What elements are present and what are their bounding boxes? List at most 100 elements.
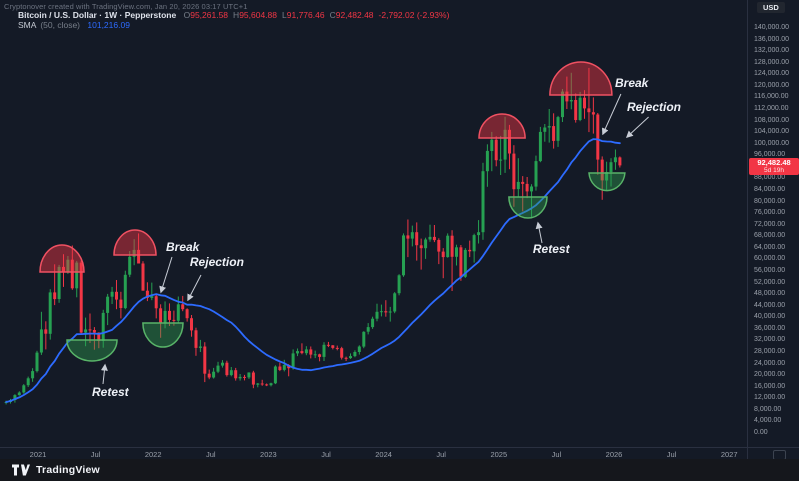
price-axis-label: 104,000.00 [754,128,790,136]
candle [194,327,198,356]
indicator-params: (50, close) [40,20,81,30]
indicator-legend[interactable]: SMA (50, close) 101,216.09 [18,21,449,30]
resistance-dome-annotation[interactable] [478,113,526,139]
candle [366,323,370,335]
candle [424,237,428,259]
annotation-arrow[interactable] [100,363,108,385]
bar-countdown: 5d 19h [764,166,784,174]
resistance-dome-annotation[interactable] [549,61,613,96]
annotation-arrow[interactable] [602,93,622,136]
time-axis-label: Jul [321,450,331,459]
candle [119,291,123,319]
resistance-dome-annotation[interactable] [113,229,157,256]
candle [17,391,21,396]
candle [353,350,357,358]
annotation-arrow[interactable] [187,274,202,302]
candle [384,300,388,317]
symbol-title[interactable]: Bitcoin / U.S. Dollar · 1W · Pepperstone [18,10,177,20]
price-axis-label: 128,000.00 [754,58,790,66]
annotation-arrow[interactable] [535,221,543,244]
candle [472,233,476,263]
price-axis[interactable]: USD 92,482.48 5d 19h 140,000.00 136,000.0… [747,0,799,447]
resistance-dome-annotation[interactable] [39,244,85,273]
price-axis-label: 20,000.00 [754,371,786,379]
candle [300,343,304,355]
price-axis-label: 24,000.00 [754,359,786,367]
price-axis-label: 16,000.00 [754,382,786,390]
annotation-arrow[interactable] [159,256,173,294]
candle [344,356,348,361]
price-axis-label: 28,000.00 [754,348,786,355]
annotation-label-break[interactable]: Break [615,76,650,90]
candle [22,384,26,394]
candle [313,350,317,359]
support-bowl-annotation[interactable] [66,339,118,362]
candle [569,72,573,110]
price-axis-label: 88,000.00 [754,174,786,182]
candle [379,304,383,317]
candle [243,374,246,381]
annotation-label-break[interactable]: Break [166,240,201,254]
candle [251,370,255,389]
candle [260,379,264,386]
tradingview-wordmark[interactable]: TradingView [36,464,100,476]
candle [123,270,127,310]
candle [229,367,233,377]
price-axis-label: 108,000.00 [754,116,790,124]
price-axis-label: 36,000.00 [754,324,786,332]
low-label: L [282,10,287,20]
price-axis-label: 124,000.00 [754,70,790,78]
candle [410,225,414,247]
candle [225,360,229,377]
time-axis-label: 2023 [260,450,277,459]
price-axis-label: 132,000.00 [754,47,790,55]
candle [326,341,330,348]
price-axis-label: 40,000.00 [754,313,786,321]
price-axis-label: 140,000.00 [754,24,790,31]
candle [163,301,167,329]
support-bowl-annotation[interactable] [508,196,548,219]
candle [441,248,445,279]
candle [455,244,458,266]
price-axis-label: 52,000.00 [754,278,786,286]
candle [587,67,591,133]
price-axis-label: 32,000.00 [754,336,786,344]
close-value: 92,482.48 [335,10,374,20]
candle [335,345,339,351]
annotation-label-retest[interactable]: Retest [533,242,571,256]
candle [66,256,70,274]
price-axis-label: 116,000.00 [754,93,789,101]
candle [159,304,163,338]
candle [437,238,441,265]
candle [530,184,533,218]
price-axis-label: 56,000.00 [754,267,786,274]
price-axis-label: 72,000.00 [754,220,786,228]
annotation-arrow[interactable] [625,116,649,138]
candle [62,254,65,287]
candle [397,274,401,296]
price-axis-label: 136,000.00 [754,35,790,43]
annotation-label-retest[interactable]: Retest [92,385,130,399]
support-bowl-annotation[interactable] [142,322,184,348]
candle [485,144,489,187]
annotation-label-rejection[interactable]: Rejection [190,255,244,269]
candle [185,308,189,322]
price-axis-label: 68,000.00 [754,232,786,240]
tradingview-logo-icon[interactable] [12,464,30,476]
sma-line [5,138,621,403]
ohlc-readout: O95,261.58 H95,604.88 L91,776.46 C92,482.48… [179,10,450,20]
annotation-label-rejection[interactable]: Rejection [627,100,681,114]
candle [75,260,79,298]
candle [256,383,260,388]
time-axis-label: 2025 [490,450,508,459]
candle [238,374,242,381]
support-bowl-annotation[interactable] [588,172,626,192]
currency-button[interactable]: USD [757,2,785,13]
time-axis[interactable]: 2021 Jul 2022 Jul 2023 Jul 2024 Jul 2025 Jul 2026 J… [0,447,799,460]
price-axis-label: 112,000.00 [754,105,789,112]
price-axis-label: 48,000.00 [754,290,786,298]
candle [565,76,569,109]
indicator-value: 101,216.09 [87,20,130,30]
